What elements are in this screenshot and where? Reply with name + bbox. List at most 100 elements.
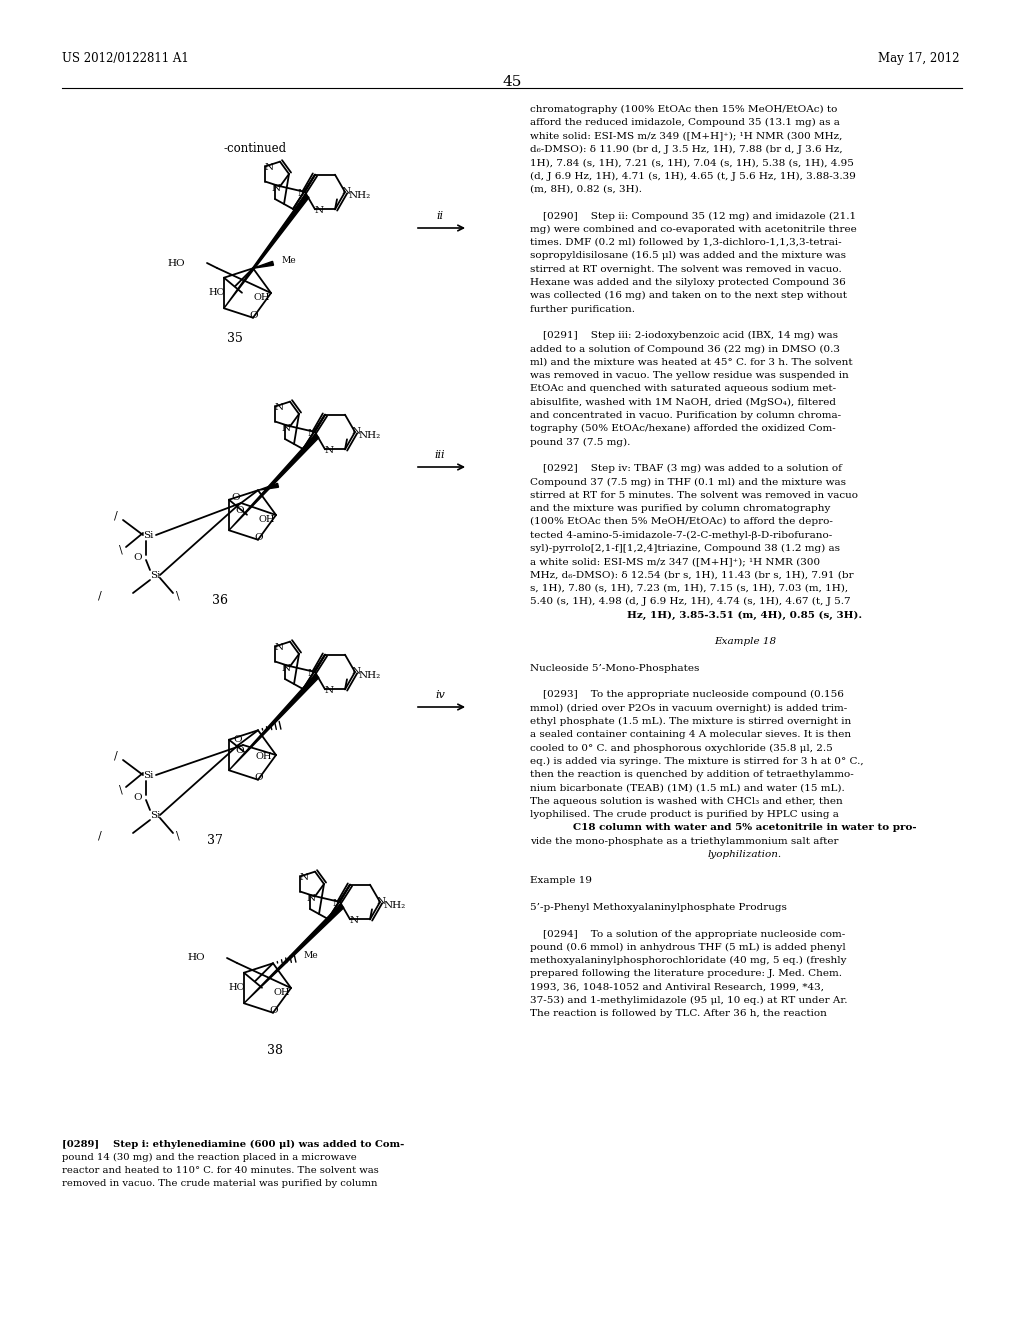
- Text: N: N: [314, 206, 324, 215]
- Text: stirred at RT for 5 minutes. The solvent was removed in vacuo: stirred at RT for 5 minutes. The solvent…: [530, 491, 858, 500]
- Text: /: /: [98, 832, 101, 841]
- Text: lyophilised. The crude product is purified by HPLC using a: lyophilised. The crude product is purifi…: [530, 810, 839, 818]
- Text: N: N: [282, 424, 291, 433]
- Text: HO: HO: [187, 953, 205, 962]
- Text: The reaction is followed by TLC. After 36 h, the reaction: The reaction is followed by TLC. After 3…: [530, 1010, 826, 1019]
- Text: EtOAc and quenched with saturated aqueous sodium met-: EtOAc and quenched with saturated aqueou…: [530, 384, 837, 393]
- Text: lyophilization.: lyophilization.: [708, 850, 782, 859]
- Text: N: N: [351, 426, 360, 436]
- Text: a white solid: ESI-MS m/z 347 ([M+H]⁺); ¹H NMR (300: a white solid: ESI-MS m/z 347 ([M+H]⁺); …: [530, 557, 820, 566]
- Text: Si: Si: [142, 771, 154, 780]
- Text: O: O: [231, 494, 241, 503]
- Text: N: N: [325, 446, 334, 455]
- Text: sopropyldisilosane (16.5 μl) was added and the mixture was: sopropyldisilosane (16.5 μl) was added a…: [530, 251, 846, 260]
- Text: reactor and heated to 110° C. for 40 minutes. The solvent was: reactor and heated to 110° C. for 40 min…: [62, 1166, 379, 1175]
- Text: mmol) (dried over P2Os in vacuum overnight) is added trim-: mmol) (dried over P2Os in vacuum overnig…: [530, 704, 847, 713]
- Text: Hz, 1H), 3.85-3.51 (m, 4H), 0.85 (s, 3H).: Hz, 1H), 3.85-3.51 (m, 4H), 0.85 (s, 3H)…: [628, 610, 862, 619]
- Text: N: N: [282, 664, 291, 673]
- Text: O: O: [134, 553, 142, 562]
- Text: added to a solution of Compound 36 (22 mg) in DMSO (0.3: added to a solution of Compound 36 (22 m…: [530, 345, 840, 354]
- Text: further purification.: further purification.: [530, 305, 635, 314]
- Text: Compound 37 (7.5 mg) in THF (0.1 ml) and the mixture was: Compound 37 (7.5 mg) in THF (0.1 ml) and…: [530, 478, 846, 487]
- Text: then the reaction is quenched by addition of tetraethylammo-: then the reaction is quenched by additio…: [530, 770, 854, 779]
- Text: abisulfite, washed with 1M NaOH, dried (MgSO₄), filtered: abisulfite, washed with 1M NaOH, dried (…: [530, 397, 836, 407]
- Text: N: N: [274, 403, 284, 412]
- Text: iv: iv: [435, 690, 444, 700]
- Text: 45: 45: [503, 75, 521, 88]
- Text: Example 18: Example 18: [714, 638, 776, 645]
- Text: N: N: [274, 643, 284, 652]
- Text: -continued: -continued: [223, 141, 287, 154]
- Text: [0292]    Step iv: TBAF (3 mg) was added to a solution of: [0292] Step iv: TBAF (3 mg) was added to…: [530, 465, 842, 474]
- Text: ii: ii: [436, 211, 443, 220]
- Text: pound 37 (7.5 mg).: pound 37 (7.5 mg).: [530, 437, 631, 446]
- Text: d₆-DMSO): δ 11.90 (br d, J 3.5 Hz, 1H), 7.88 (br d, J 3.6 Hz,: d₆-DMSO): δ 11.90 (br d, J 3.5 Hz, 1H), …: [530, 145, 843, 154]
- Text: vide the mono-phosphate as a triethylammonium salt after: vide the mono-phosphate as a triethylamm…: [530, 837, 839, 846]
- Polygon shape: [229, 434, 318, 531]
- Text: N: N: [325, 686, 334, 694]
- Text: pound (0.6 mmol) in anhydrous THF (5 mL) is added phenyl: pound (0.6 mmol) in anhydrous THF (5 mL)…: [530, 942, 846, 952]
- Text: eq.) is added via syringe. The mixture is stirred for 3 h at 0° C.,: eq.) is added via syringe. The mixture i…: [530, 756, 863, 766]
- Text: removed in vacuo. The crude material was purified by column: removed in vacuo. The crude material was…: [62, 1179, 378, 1188]
- Text: \: \: [119, 785, 123, 795]
- Text: was collected (16 mg) and taken on to the next step without: was collected (16 mg) and taken on to th…: [530, 292, 847, 301]
- Text: [0294]    To a solution of the appropriate nucleoside com-: [0294] To a solution of the appropriate …: [530, 929, 845, 939]
- Text: /: /: [114, 750, 118, 760]
- Text: cooled to 0° C. and phosphorous oxychloride (35.8 μl, 2.5: cooled to 0° C. and phosphorous oxychlor…: [530, 743, 833, 752]
- Text: [0289]    Step i: ethylenediamine (600 μl) was added to Com-: [0289] Step i: ethylenediamine (600 μl) …: [62, 1140, 404, 1150]
- Text: O: O: [250, 312, 258, 321]
- Text: N: N: [265, 162, 274, 172]
- Polygon shape: [253, 261, 273, 268]
- Polygon shape: [224, 194, 309, 309]
- Text: white solid: ESI-MS m/z 349 ([M+H]⁺); ¹H NMR (300 MHz,: white solid: ESI-MS m/z 349 ([M+H]⁺); ¹H…: [530, 132, 843, 141]
- Text: 36: 36: [212, 594, 228, 606]
- Text: OH: OH: [256, 752, 272, 762]
- Text: and concentrated in vacuo. Purification by column chroma-: and concentrated in vacuo. Purification …: [530, 411, 841, 420]
- Text: ethyl phosphate (1.5 mL). The mixture is stirred overnight in: ethyl phosphate (1.5 mL). The mixture is…: [530, 717, 851, 726]
- Text: N: N: [307, 429, 316, 438]
- Text: Me: Me: [281, 256, 296, 265]
- Text: ml) and the mixture was heated at 45° C. for 3 h. The solvent: ml) and the mixture was heated at 45° C.…: [530, 358, 853, 367]
- Text: N: N: [341, 186, 350, 195]
- Text: 37-53) and 1-methylimidazole (95 μl, 10 eq.) at RT under Ar.: 37-53) and 1-methylimidazole (95 μl, 10 …: [530, 997, 848, 1006]
- Text: Si: Si: [142, 531, 154, 540]
- Text: pound 14 (30 mg) and the reaction placed in a microwave: pound 14 (30 mg) and the reaction placed…: [62, 1152, 356, 1162]
- Text: Example 19: Example 19: [530, 876, 592, 886]
- Text: May 17, 2012: May 17, 2012: [879, 51, 961, 65]
- Text: [0290]    Step ii: Compound 35 (12 mg) and imidazole (21.1: [0290] Step ii: Compound 35 (12 mg) and …: [530, 211, 856, 220]
- Text: [0293]    To the appropriate nucleoside compound (0.156: [0293] To the appropriate nucleoside com…: [530, 690, 844, 700]
- Text: Hexane was added and the silyloxy protected Compound 36: Hexane was added and the silyloxy protec…: [530, 279, 846, 286]
- Text: (d, J 6.9 Hz, 1H), 4.71 (s, 1H), 4.65 (t, J 5.6 Hz, 1H), 3.88-3.39: (d, J 6.9 Hz, 1H), 4.71 (s, 1H), 4.65 (t…: [530, 172, 856, 181]
- Text: stirred at RT overnight. The solvent was removed in vacuo.: stirred at RT overnight. The solvent was…: [530, 264, 842, 273]
- Text: s, 1H), 7.80 (s, 1H), 7.23 (m, 1H), 7.15 (s, 1H), 7.03 (m, 1H),: s, 1H), 7.80 (s, 1H), 7.23 (m, 1H), 7.15…: [530, 583, 848, 593]
- Text: prepared following the literature procedure: J. Med. Chem.: prepared following the literature proced…: [530, 969, 842, 978]
- Text: N: N: [307, 669, 316, 678]
- Text: times. DMF (0.2 ml) followed by 1,3-dichloro-1,1,3,3-tetrai-: times. DMF (0.2 ml) followed by 1,3-dich…: [530, 238, 842, 247]
- Text: O: O: [255, 533, 263, 543]
- Text: OH: OH: [259, 515, 275, 524]
- Text: NH₂: NH₂: [359, 671, 381, 680]
- Text: was removed in vacuo. The yellow residue was suspended in: was removed in vacuo. The yellow residue…: [530, 371, 849, 380]
- Text: OH: OH: [254, 293, 270, 302]
- Text: iii: iii: [435, 450, 445, 459]
- Text: HO: HO: [167, 259, 185, 268]
- Text: \: \: [176, 591, 180, 601]
- Text: (m, 8H), 0.82 (s, 3H).: (m, 8H), 0.82 (s, 3H).: [530, 185, 642, 194]
- Text: [0291]    Step iii: 2-iodoxybenzoic acid (IBX, 14 mg) was: [0291] Step iii: 2-iodoxybenzoic acid (I…: [530, 331, 838, 341]
- Text: OH: OH: [274, 989, 291, 997]
- Text: /: /: [114, 510, 118, 520]
- Text: 5.40 (s, 1H), 4.98 (d, J 6.9 Hz, 1H), 4.74 (s, 1H), 4.67 (t, J 5.7: 5.40 (s, 1H), 4.98 (d, J 6.9 Hz, 1H), 4.…: [530, 597, 851, 606]
- Text: 1993, 36, 1048-1052 and Antiviral Research, 1999, *43,: 1993, 36, 1048-1052 and Antiviral Resear…: [530, 983, 824, 991]
- Text: C18 column with water and 5% acetonitrile in water to pro-: C18 column with water and 5% acetonitril…: [573, 824, 916, 832]
- Text: N: N: [271, 183, 281, 193]
- Text: The aqueous solution is washed with CHCl₃ and ether, then: The aqueous solution is washed with CHCl…: [530, 796, 843, 805]
- Text: N: N: [297, 190, 306, 198]
- Text: O: O: [233, 735, 243, 744]
- Text: afford the reduced imidazole, Compound 35 (13.1 mg) as a: afford the reduced imidazole, Compound 3…: [530, 119, 840, 128]
- Text: N: N: [306, 894, 315, 903]
- Text: Si: Si: [150, 570, 160, 579]
- Polygon shape: [258, 483, 279, 490]
- Text: O: O: [236, 746, 245, 755]
- Text: N: N: [333, 899, 342, 908]
- Text: O: O: [255, 774, 263, 783]
